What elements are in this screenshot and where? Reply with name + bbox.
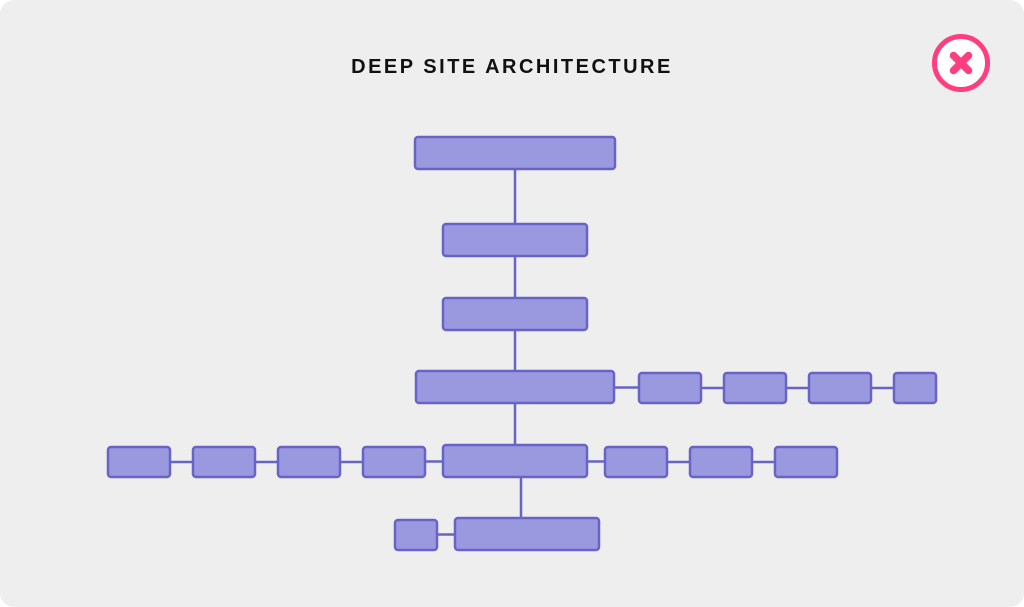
- diagram-node: [455, 518, 599, 550]
- diagram-node: [639, 373, 701, 403]
- diagram-node: [278, 447, 340, 477]
- diagram-node: [363, 447, 425, 477]
- diagram-node: [809, 373, 871, 403]
- diagram-node: [894, 373, 936, 403]
- diagram-node: [108, 447, 170, 477]
- diagram-node: [415, 137, 615, 169]
- diagram-node: [775, 447, 837, 477]
- diagram-node: [416, 371, 614, 403]
- diagram-node: [443, 224, 587, 256]
- diagram-node: [443, 445, 587, 477]
- diagram-node: [605, 447, 667, 477]
- diagram-node: [395, 520, 437, 550]
- diagram-node: [690, 447, 752, 477]
- diagram-node: [193, 447, 255, 477]
- diagram-node: [724, 373, 786, 403]
- diagram-card: DEEP SITE ARCHITECTURE: [0, 0, 1024, 607]
- site-architecture-diagram: [0, 0, 1024, 607]
- diagram-node: [443, 298, 587, 330]
